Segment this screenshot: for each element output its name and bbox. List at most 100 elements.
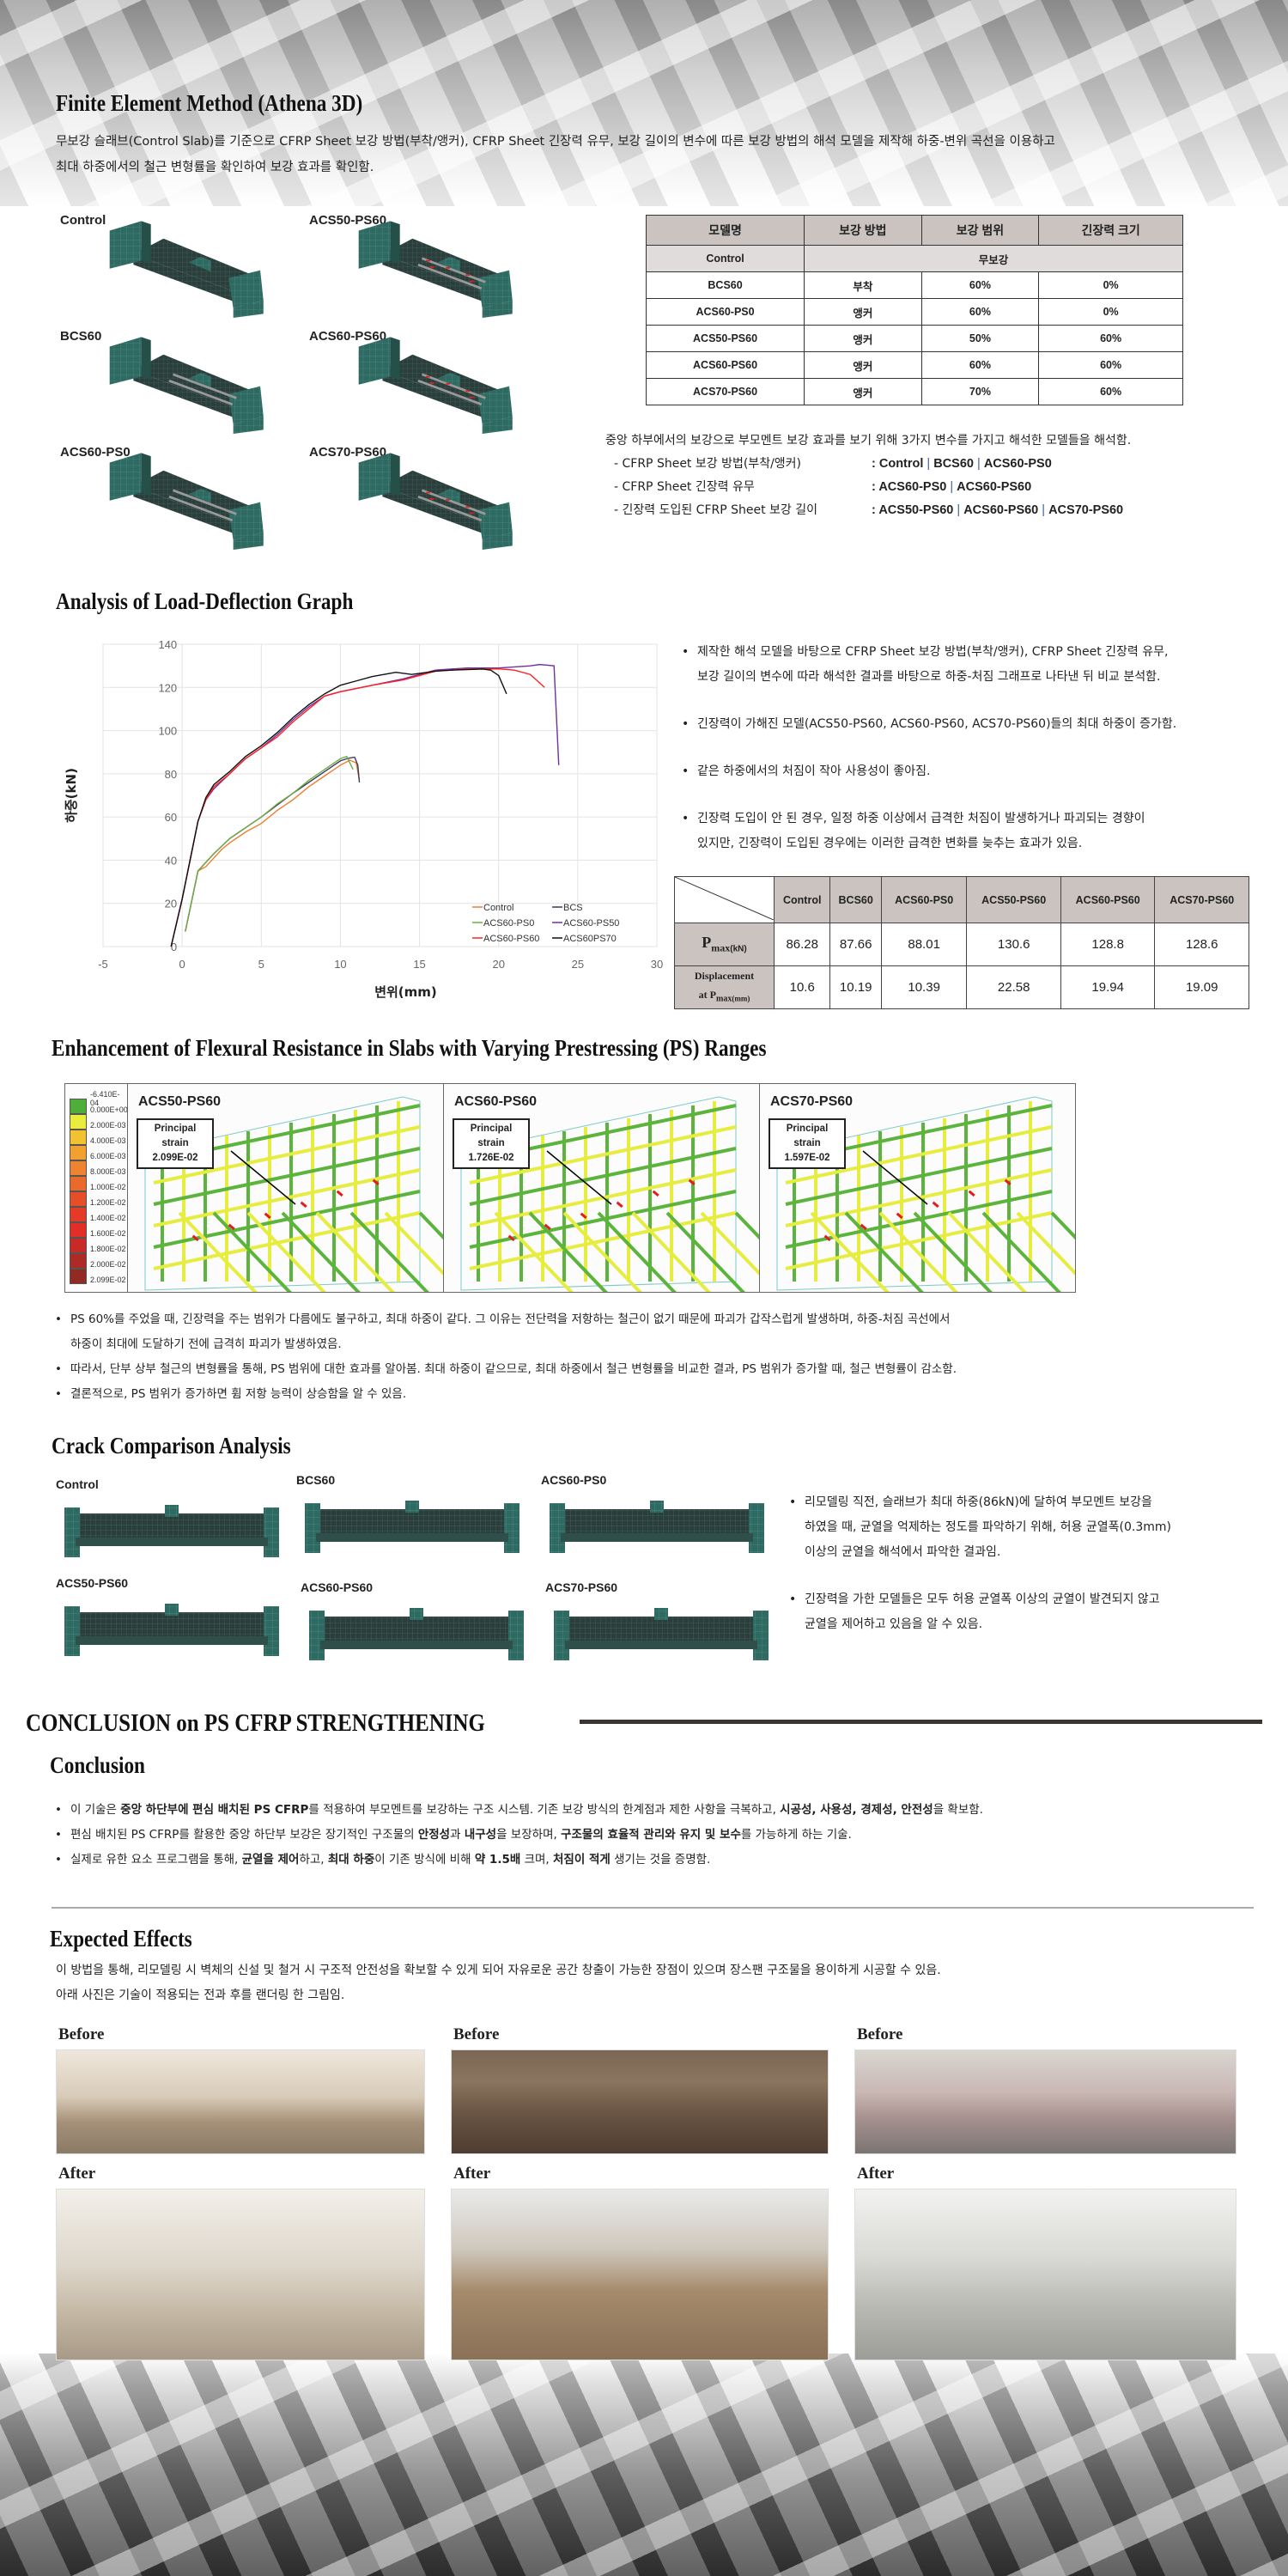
disp-value: 10.19 <box>829 965 882 1010</box>
fem-description: 무보강 슬래브(Control Slab)를 기준으로 CFRP Sheet 보… <box>56 129 1275 180</box>
cell: 앵커 <box>804 351 922 379</box>
fem-title: Finite Element Method (Athena 3D) <box>56 90 363 116</box>
panel-label: ACS70-PS60 <box>770 1094 854 1109</box>
cell: ACS70-PS60 <box>645 378 805 405</box>
legend-entry: 1.600E-02 <box>70 1222 127 1245</box>
cell: ACS60-PS60 <box>645 351 805 379</box>
variable-models: : Control | BCS60 | ACS60-PS0 <box>872 457 1052 471</box>
text: 하고, <box>299 1853 328 1867</box>
crack-model-label: ACS70-PS60 <box>545 1580 618 1594</box>
crack-title: Crack Comparison Analysis <box>52 1433 291 1459</box>
legend-label: ACS60PS70 <box>563 934 617 944</box>
bold-text: 최대 하중 <box>327 1853 375 1867</box>
bullet-line: 있지만, 긴장력이 도입된 경우에는 이러한 급격한 변화를 늦추는 효과가 있… <box>697 837 1083 850</box>
after-label: After <box>857 2165 895 2183</box>
principal-strain-box: Principal strain 1.597E-02 <box>769 1118 846 1169</box>
crack-model: ACS70-PS60 <box>545 1580 777 1666</box>
column-header: ACS60-PS0 <box>880 876 968 923</box>
variable-model: ACS60-PS0 <box>983 457 1052 471</box>
x-tick-label: 10 <box>334 958 346 971</box>
text: 편심 배치된 PS CFRP를 활용한 중앙 하단부 보강은 장기적인 구조물의 <box>70 1828 418 1842</box>
after-label: After <box>453 2165 491 2183</box>
cell: 앵커 <box>804 378 922 405</box>
text: 이 기술은 <box>70 1803 121 1817</box>
bold-text: 구조물의 효율적 관리와 유지 및 보수 <box>561 1828 741 1842</box>
pmax-value: 87.66 <box>829 923 882 966</box>
cell: 60% <box>920 298 1040 326</box>
result-table: Control BCS60 ACS60-PS0 ACS50-PS60 ACS60… <box>674 876 1249 1010</box>
crack-model: BCS60 <box>296 1473 528 1559</box>
bullet-item: 따라서, 단부 상부 철근의 변형률을 통해, PS 범위에 대한 효과를 알아… <box>52 1357 1271 1382</box>
bullet-line: 균열을 제어하고 있음을 알 수 있음. <box>805 1617 983 1631</box>
bullet-line: 따라서, 단부 상부 철근의 변형률을 통해, PS 범위에 대한 효과를 알아… <box>70 1362 957 1376</box>
fem-model: ACS60-PS60 <box>309 329 558 436</box>
y-tick-label: 140 <box>158 638 177 651</box>
expected-desc-line: 아래 사진은 기술이 적용되는 전과 후를 랜더링 한 그림임. <box>56 1988 345 2002</box>
legend-entry: 1.800E-02 <box>70 1238 127 1261</box>
legend-value: 4.000E-03 <box>90 1136 126 1145</box>
legend-label: BCS <box>563 903 583 913</box>
rebar-strain-render <box>144 1096 443 1292</box>
variables-intro: 중앙 하부에서의 보강으로 부모멘트 보강 효과를 보기 위해 3가지 변수를 … <box>605 434 1132 448</box>
model-label: BCS60 <box>60 329 102 344</box>
disp-value: 22.58 <box>966 965 1061 1010</box>
bullet-item: 실제로 유한 요소 프로그램을 통해, 균열을 제어하고, 최대 하중이 기존 … <box>52 1848 1271 1873</box>
bullet-line: 하중이 최대에 도달하기 전에 급격히 파괴가 발생하였음. <box>70 1337 342 1351</box>
cell: 70% <box>920 378 1040 405</box>
principal-strain-box: Principal strain 1.726E-02 <box>453 1118 530 1169</box>
x-axis-label: 변위(mm) <box>374 984 437 1000</box>
legend-entry: 2.000E-02 <box>70 1253 127 1276</box>
expected-desc-line: 이 방법을 통해, 리모델링 시 벽체의 신설 및 철거 시 구조적 안전성을 … <box>56 1964 941 1977</box>
strain-panel: ACS70-PS60 Principal strain 1.597E-02 <box>760 1084 1075 1292</box>
cell: 60% <box>920 271 1040 299</box>
conclusion-banner: CONCLUSION on PS CFRP STRENGTHENING <box>26 1709 485 1737</box>
pmax-value: 130.6 <box>966 923 1061 966</box>
crack-bullets: 리모델링 직전, 슬래브가 최대 하중(86kN)에 달하여 부모멘트 보강을하… <box>786 1490 1284 1659</box>
conclusion-bullets: 이 기술은 중앙 하단부에 편심 배치된 PS CFRP를 적용하여 부모멘트를… <box>52 1798 1271 1873</box>
legend-color <box>70 1130 87 1145</box>
legend-value: 2.000E-03 <box>90 1121 126 1130</box>
load-bullets: 제작한 해석 모델을 바탕으로 CFRP Sheet 보강 방법(부착/앵커),… <box>678 640 1279 879</box>
variable-model: BCS60 <box>933 457 974 471</box>
expected-description: 이 방법을 통해, 리모델링 시 벽체의 신설 및 철거 시 구조적 안전성을 … <box>56 1958 1275 2008</box>
x-tick-label: -5 <box>98 958 108 971</box>
crack-slab-image <box>554 1608 769 1660</box>
bullet-line: 제작한 해석 모델을 바탕으로 CFRP Sheet 보강 방법(부착/앵커),… <box>697 645 1169 659</box>
cell: 60% <box>920 351 1040 379</box>
strain-panel: ACS60-PS60 Principal strain 1.726E-02 <box>444 1084 760 1292</box>
legend-value: 2.099E-02 <box>90 1276 126 1284</box>
crack-model: ACS60-PS0 <box>541 1473 773 1559</box>
cell: 60% <box>1038 325 1183 352</box>
bullet-line: 하였을 때, 균열을 억제하는 정도를 파악하기 위해, 허용 균열폭(0.3m… <box>805 1520 1171 1534</box>
variable-models: : ACS60-PS0 | ACS60-PS60 <box>872 480 1032 494</box>
variable-model: ACS60-PS60 <box>957 480 1032 494</box>
slab-model-image <box>99 447 279 550</box>
pmax-value: 128.8 <box>1060 923 1156 966</box>
legend-entry: -6.410E-04 <box>70 1090 127 1107</box>
strain-box-title: Principal strain <box>154 1124 197 1148</box>
slab-model-image <box>348 331 528 434</box>
slab-model-image <box>348 447 528 550</box>
flex-bullets: PS 60%를 주었을 때, 긴장력을 주는 범위가 다름에도 불구하고, 최대… <box>52 1307 1271 1407</box>
model-label: Control <box>60 213 106 228</box>
y-tick-label: 120 <box>158 681 177 694</box>
y-tick-label: 80 <box>165 768 177 781</box>
pmax-sub: max <box>711 941 731 954</box>
disp-value: 10.39 <box>880 965 968 1010</box>
displacement-row: Displacement at Pmax(mm) 10.6 10.19 10.3… <box>674 965 1249 1010</box>
result-header-row: Control BCS60 ACS60-PS0 ACS50-PS60 ACS60… <box>674 876 1249 923</box>
cell: 60% <box>1038 378 1183 405</box>
legend-entry: 4.000E-03 <box>70 1130 127 1153</box>
variables-block: 중앙 하부에서의 보강으로 부모멘트 보강 효과를 보기 위해 3가지 변수를 … <box>605 429 1284 522</box>
bold-text: 처짐이 적게 <box>553 1853 611 1867</box>
bold-text: 중앙 하단부에 편심 배치된 PS CFRP <box>120 1803 309 1817</box>
bullet-item: 같은 하중에서의 처짐이 작아 사용성이 좋아짐. <box>678 759 1279 784</box>
crack-model-label: Control <box>56 1477 99 1491</box>
variable-row: - CFRP Sheet 긴장력 유무: ACS60-PS0 | ACS60-P… <box>605 476 1284 499</box>
before-photo-living-room <box>56 2049 425 2154</box>
crack-model: Control <box>56 1477 288 1563</box>
y-tick-label: 40 <box>165 854 177 867</box>
crack-slab-image <box>64 1505 279 1557</box>
table-row: ACS60-PS60 앵커 60% 60% <box>645 351 1183 379</box>
pmax-p: P <box>702 934 712 952</box>
